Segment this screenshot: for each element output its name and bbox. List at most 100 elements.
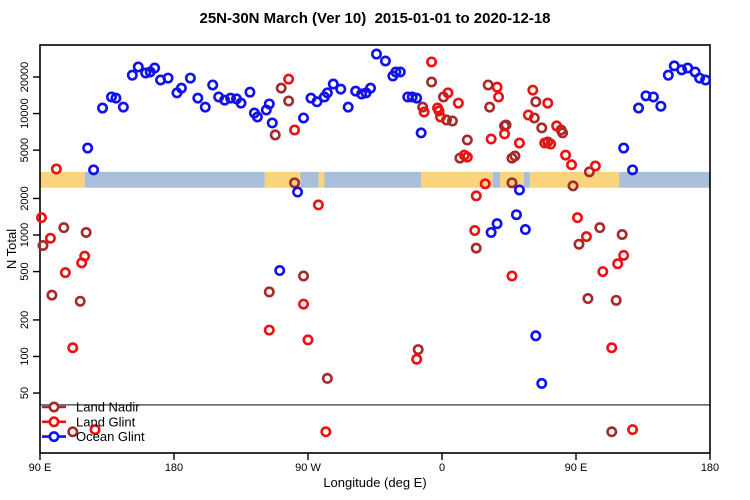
land-band-segment — [529, 171, 620, 188]
y-tick-label: 50 — [19, 387, 31, 399]
data-point-land-glint — [589, 160, 601, 172]
data-point-land-glint — [442, 87, 454, 99]
data-point-ocean-glint — [251, 111, 263, 123]
data-point-land-nadir — [616, 228, 628, 240]
y-tick-label: 100 — [19, 347, 31, 365]
data-point-land-nadir — [582, 293, 594, 305]
data-point-land-glint — [542, 97, 554, 109]
data-point-land-glint — [67, 342, 79, 354]
data-point-ocean-glint — [184, 72, 196, 84]
data-point-land-nadir — [426, 76, 438, 88]
data-point-land-glint — [499, 128, 511, 140]
legend-label: Land Glint — [76, 414, 136, 429]
data-point-land-glint — [539, 137, 551, 149]
data-point-land-nadir — [80, 226, 92, 238]
data-point-land-glint — [597, 266, 609, 278]
data-point-ocean-glint — [274, 265, 286, 277]
data-point-land-glint — [289, 124, 301, 136]
data-point-ocean-glint — [149, 62, 161, 74]
data-point-ocean-glint — [199, 101, 211, 113]
data-point-ocean-glint — [676, 64, 688, 76]
data-point-ocean-glint — [192, 92, 204, 104]
data-point-land-glint — [435, 111, 447, 123]
data-point-ocean-glint — [627, 164, 639, 176]
data-point-ocean-glint — [411, 92, 423, 104]
data-point-ocean-glint — [140, 67, 152, 79]
land-band-segment — [421, 171, 493, 188]
data-point-ocean-glint — [335, 83, 347, 95]
data-point-land-glint — [59, 267, 71, 279]
data-point-ocean-glint — [519, 224, 531, 236]
data-point-land-nadir — [74, 295, 86, 307]
ocean-band-segment — [300, 171, 319, 188]
land-band-segment — [318, 171, 325, 188]
data-point-land-glint — [35, 212, 47, 224]
data-point-ocean-glint — [536, 377, 548, 389]
data-point-land-glint — [320, 426, 332, 438]
x-tick-label: 90 E — [565, 462, 588, 474]
data-point-land-glint — [283, 73, 295, 85]
data-point-ocean-glint — [97, 102, 109, 114]
data-point-land-glint — [470, 190, 482, 202]
data-point-land-glint — [461, 151, 473, 163]
data-point-ocean-glint — [365, 82, 377, 94]
y-tick-label: 2000 — [19, 186, 31, 210]
data-point-land-nadir — [321, 372, 333, 384]
data-point-land-nadir — [470, 242, 482, 254]
y-tick-label: 500 — [19, 262, 31, 280]
data-point-ocean-glint — [530, 330, 542, 342]
ocean-band-segment — [619, 171, 710, 188]
data-point-land-glint — [426, 56, 438, 68]
data-point-ocean-glint — [321, 87, 333, 99]
data-point-land-nadir — [263, 286, 275, 298]
data-point-land-nadir — [67, 426, 79, 438]
data-point-land-nadir — [37, 239, 49, 251]
data-point-land-nadir — [58, 222, 70, 234]
data-point-land-glint — [298, 298, 310, 310]
data-point-land-nadir — [298, 270, 310, 282]
data-point-land-glint — [627, 424, 639, 436]
data-point-land-glint — [618, 249, 630, 261]
data-point-ocean-glint — [379, 55, 391, 67]
data-point-land-glint — [566, 159, 578, 171]
data-point-land-glint — [312, 199, 324, 211]
data-point-ocean-glint — [219, 94, 231, 106]
x-tick-label: 90 E — [29, 462, 52, 474]
legend-marker — [48, 431, 60, 443]
data-point-ocean-glint — [117, 101, 129, 113]
y-tick-label: 1000 — [19, 223, 31, 247]
x-axis-label: Longitude (deg E) — [323, 475, 427, 490]
data-point-land-nadir — [606, 426, 618, 438]
data-point-land-nadir — [412, 344, 424, 356]
data-point-land-glint — [452, 97, 464, 109]
data-point-ocean-glint — [292, 186, 304, 198]
ocean-band-segment — [523, 171, 530, 188]
data-point-land-nadir — [446, 115, 458, 127]
data-point-ocean-glint — [633, 102, 645, 114]
data-point-land-nadir — [46, 289, 58, 301]
data-point-land-nadir — [484, 101, 496, 113]
data-point-land-glint — [506, 270, 518, 282]
data-point-land-glint — [491, 81, 503, 93]
y-tick-label: 20000 — [19, 62, 31, 93]
data-point-ocean-glint — [263, 98, 275, 110]
data-point-land-nadir — [610, 294, 622, 306]
legend-label: Ocean Glint — [76, 429, 145, 444]
data-point-ocean-glint — [513, 184, 525, 196]
legend-label: Land Nadir — [76, 400, 140, 415]
data-point-ocean-glint — [394, 66, 406, 78]
data-point-ocean-glint — [415, 127, 427, 139]
data-point-land-nadir — [536, 122, 548, 134]
data-point-ocean-glint — [207, 79, 219, 91]
data-point-ocean-glint — [618, 142, 630, 154]
data-point-ocean-glint — [694, 72, 706, 84]
data-point-land-glint — [551, 120, 563, 132]
data-point-land-glint — [469, 224, 481, 236]
data-point-ocean-glint — [225, 92, 237, 104]
data-point-ocean-glint — [266, 117, 278, 129]
x-tick-label: 90 W — [295, 462, 321, 474]
data-point-land-glint — [580, 231, 592, 243]
data-point-land-nadir — [269, 129, 281, 141]
